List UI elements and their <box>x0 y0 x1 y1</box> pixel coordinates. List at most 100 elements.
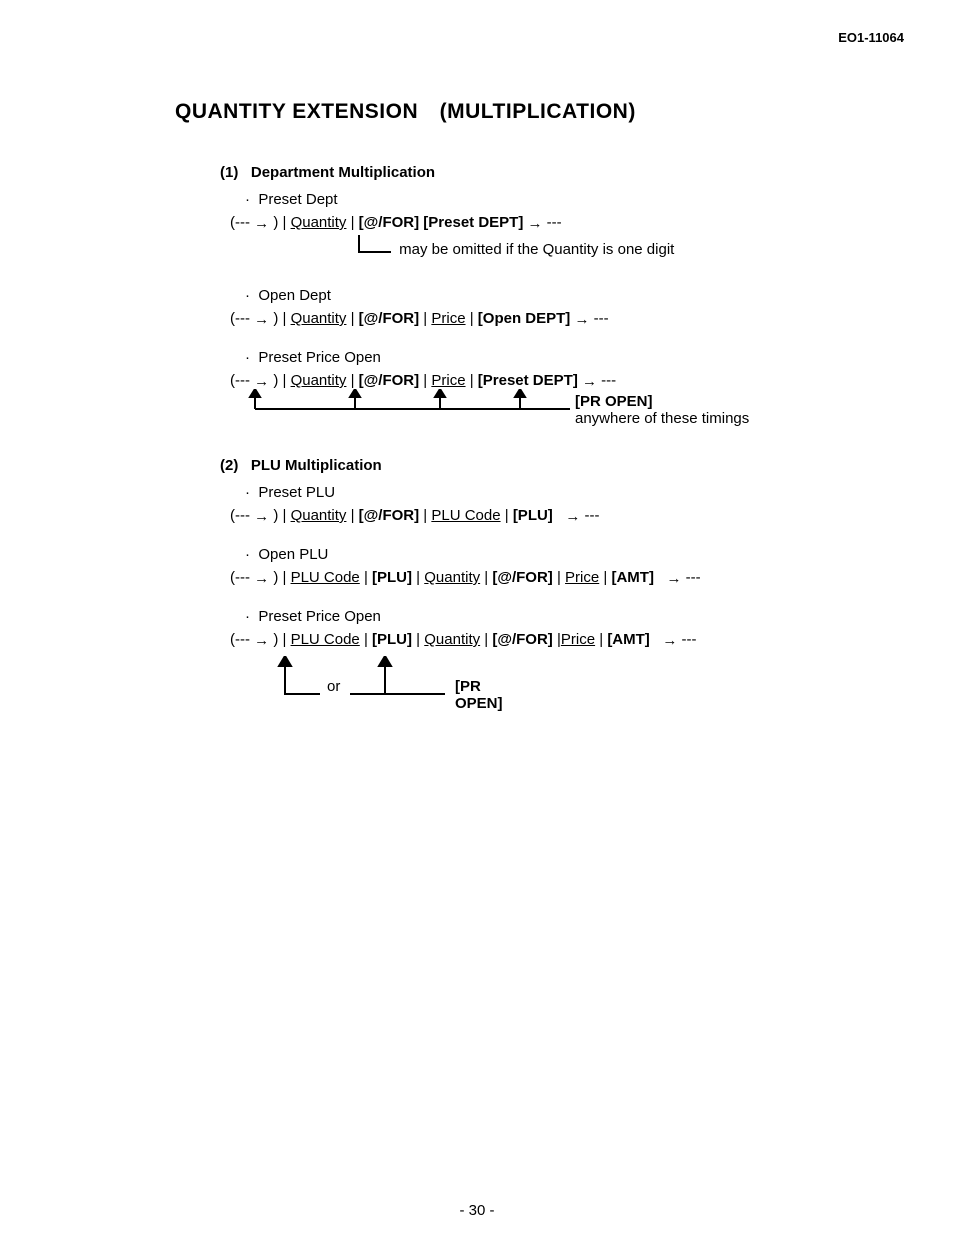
quantity-token: Quantity <box>291 507 347 524</box>
pr-open-label: [PR OPEN] <box>455 678 505 712</box>
section-2-heading: (2) PLU Multiplication <box>220 457 904 474</box>
quantity-token: Quantity <box>424 569 480 586</box>
atfor-token: [@/FOR] <box>359 507 419 524</box>
item-open-dept: · Open Dept (--- → ) | Quantity | [@/FOR… <box>220 287 904 327</box>
seq-prefix: (--- <box>230 372 250 389</box>
sequence-line: (--- → ) | PLU Code | [PLU] | Quantity |… <box>230 631 904 648</box>
section-2-num: (2) <box>220 457 238 474</box>
note-text: may be omitted if the Quantity is one di… <box>399 241 674 258</box>
bracket-icon <box>240 389 610 417</box>
atfor-token: [@/FOR] <box>359 214 419 231</box>
price-token: Price <box>431 372 465 389</box>
page-number: - 30 - <box>0 1202 954 1219</box>
label-text: Open Dept <box>258 287 331 304</box>
label-text: Preset PLU <box>258 484 335 501</box>
price-token: Price <box>561 631 595 648</box>
paren: ) <box>273 507 278 524</box>
seq-prefix: (--- <box>230 310 250 327</box>
seq-suffix: --- <box>601 372 616 389</box>
arrow-icon: → <box>528 215 543 232</box>
label-text: Preset Price Open <box>258 608 381 625</box>
plu-code-token: PLU Code <box>291 631 360 648</box>
label-text: Open PLU <box>258 546 328 563</box>
page-title: QUANTITY EXTENSION (MULTIPLICATION) <box>175 100 904 124</box>
item-label: · Open Dept <box>245 287 904 304</box>
plu-token: [PLU] <box>513 507 553 524</box>
open-dept-token: [Open DEPT] <box>478 310 571 327</box>
paren: ) <box>273 569 278 586</box>
sequence-line: (--- → ) | Quantity | [@/FOR] | Price | … <box>230 310 904 327</box>
arrow-icon: → <box>254 373 269 390</box>
sequence-line: (--- → ) | PLU Code | [PLU] | Quantity |… <box>230 569 904 586</box>
paren: ) <box>273 372 278 389</box>
note-line: may be omitted if the Quantity is one di… <box>355 235 904 265</box>
atfor-token: [@/FOR] <box>359 310 419 327</box>
arrow-icon: → <box>254 215 269 232</box>
seq-suffix: --- <box>585 507 600 524</box>
arrow-icon: → <box>565 508 580 525</box>
label-text: Preset Price Open <box>258 349 381 366</box>
document-id: EO1-11064 <box>838 30 904 45</box>
paren: ) <box>273 631 278 648</box>
label-text: Preset Dept <box>258 191 337 208</box>
section-2-title: PLU Multiplication <box>251 457 382 474</box>
item-open-plu: · Open PLU (--- → ) | PLU Code | [PLU] |… <box>220 546 904 586</box>
amt-token: [AMT] <box>611 569 653 586</box>
arrow-icon: → <box>254 311 269 328</box>
item-label: · Preset Price Open <box>245 349 904 366</box>
item-preset-dept: · Preset Dept (--- → ) | Quantity | [@/F… <box>220 191 904 265</box>
atfor-token: [@/FOR] <box>359 372 419 389</box>
item-preset-price-open: · Preset Price Open (--- → ) | Quantity … <box>220 349 904 427</box>
seq-prefix: (--- <box>230 214 250 231</box>
item-preset-price-open-plu: · Preset Price Open (--- → ) | PLU Code … <box>220 608 904 701</box>
seq-prefix: (--- <box>230 569 250 586</box>
arrow-icon: → <box>254 570 269 587</box>
pr-open-note: anywhere of these timings <box>575 410 749 427</box>
arrow-icon: → <box>254 632 269 649</box>
price-token: Price <box>565 569 599 586</box>
atfor-token: [@/FOR] <box>492 569 552 586</box>
paren: ) <box>273 214 278 231</box>
seq-suffix: --- <box>686 569 701 586</box>
item-label: · Preset Price Open <box>245 608 904 625</box>
arrow-icon: → <box>666 570 681 587</box>
section-1: (1) Department Multiplication · Preset D… <box>220 164 904 427</box>
preset-dept-token: [Preset DEPT] <box>423 214 523 231</box>
paren: ) <box>273 310 278 327</box>
section-1-heading: (1) Department Multiplication <box>220 164 904 181</box>
seq-suffix: --- <box>547 214 562 231</box>
section-2: (2) PLU Multiplication · Preset PLU (---… <box>220 457 904 701</box>
pr-open-annotation: or [PR OPEN] <box>265 656 904 701</box>
item-label: · Preset Dept <box>245 191 904 208</box>
quantity-token: Quantity <box>424 631 480 648</box>
quantity-token: Quantity <box>291 372 347 389</box>
quantity-token: Quantity <box>291 214 347 231</box>
preset-dept-token: [Preset DEPT] <box>478 372 578 389</box>
atfor-token: [@/FOR] <box>492 631 552 648</box>
quantity-token: Quantity <box>291 310 347 327</box>
seq-suffix: --- <box>681 631 696 648</box>
amt-token: [AMT] <box>607 631 649 648</box>
seq-prefix: (--- <box>230 507 250 524</box>
seq-prefix: (--- <box>230 631 250 648</box>
plu-code-token: PLU Code <box>431 507 500 524</box>
plu-code-token: PLU Code <box>291 569 360 586</box>
item-label: · Preset PLU <box>245 484 904 501</box>
sequence-line: (--- → ) | Quantity | [@/FOR] | Price | … <box>230 372 904 389</box>
pr-open-annotation: [PR OPEN] anywhere of these timings <box>240 389 904 427</box>
or-text: or <box>327 678 340 695</box>
section-1-num: (1) <box>220 164 238 181</box>
sequence-line: (--- → ) | Quantity | [@/FOR] [Preset DE… <box>230 214 904 231</box>
arrow-icon: → <box>574 311 589 328</box>
item-label: · Open PLU <box>245 546 904 563</box>
arrow-icon: → <box>582 373 597 390</box>
seq-suffix: --- <box>594 310 609 327</box>
arrow-icon: → <box>662 632 677 649</box>
item-preset-plu: · Preset PLU (--- → ) | Quantity | [@/FO… <box>220 484 904 524</box>
sequence-line: (--- → ) | Quantity | [@/FOR] | PLU Code… <box>230 507 904 524</box>
plu-token: [PLU] <box>372 569 412 586</box>
arrow-icon: → <box>254 508 269 525</box>
page: EO1-11064 QUANTITY EXTENSION (MULTIPLICA… <box>0 0 954 1239</box>
plu-token: [PLU] <box>372 631 412 648</box>
connector-icon <box>355 235 395 265</box>
